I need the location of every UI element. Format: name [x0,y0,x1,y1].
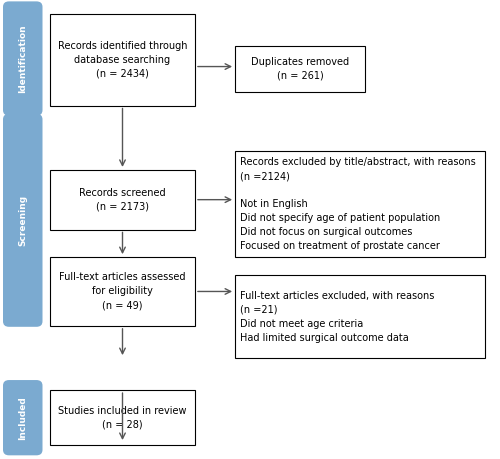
FancyBboxPatch shape [3,380,42,455]
Text: Studies included in review
(n = 28): Studies included in review (n = 28) [58,406,187,430]
Text: Records identified through
database searching
(n = 2434): Records identified through database sear… [58,41,187,78]
Text: Records screened
(n = 2173): Records screened (n = 2173) [79,188,166,212]
Text: Records excluded by title/abstract, with reasons
(n =2124)

Not in English
Did n: Records excluded by title/abstract, with… [240,157,476,251]
Text: Identification: Identification [18,24,27,93]
FancyBboxPatch shape [3,1,42,116]
Text: Screening: Screening [18,195,27,246]
FancyBboxPatch shape [50,390,195,445]
Text: Included: Included [18,396,27,440]
FancyBboxPatch shape [50,257,195,326]
FancyBboxPatch shape [50,14,195,106]
Text: Full-text articles excluded, with reasons
(n =21)
Did not meet age criteria
Had : Full-text articles excluded, with reason… [240,291,434,343]
FancyBboxPatch shape [235,151,485,257]
Text: Full-text articles assessed
for eligibility
(n = 49): Full-text articles assessed for eligibil… [60,273,186,310]
Text: Duplicates removed
(n = 261): Duplicates removed (n = 261) [251,57,349,81]
FancyBboxPatch shape [3,114,42,327]
FancyBboxPatch shape [235,275,485,358]
FancyBboxPatch shape [50,170,195,230]
FancyBboxPatch shape [235,46,365,92]
